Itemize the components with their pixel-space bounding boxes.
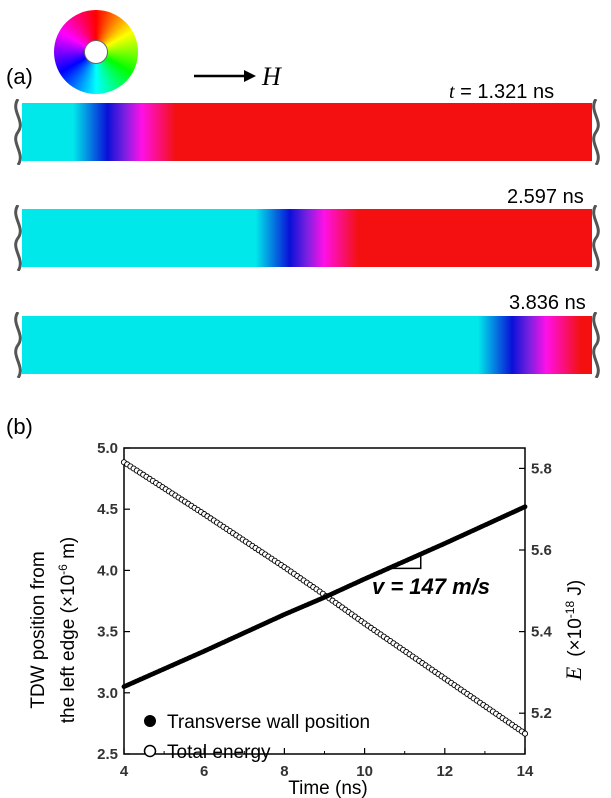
y-tick-label: 4.5 [97,501,118,518]
magnetization-strip-2 [14,205,600,271]
y2-title-exp: -18 [563,601,577,619]
wall-point [522,504,528,510]
y2-tick-label: 5.4 [531,624,553,641]
y-title-line1: TDW position from [28,551,49,708]
legend-marker-energy [143,744,157,758]
y-tick-label: 5.0 [97,440,118,457]
x-tick-label: 4 [120,763,129,780]
snapshot-time-value: = 1.321 ns [460,81,555,103]
x-axis-ticks: 4 6 8 10 12 14 [120,748,534,780]
right-y-axis-title: E (×10-18 J) [561,580,586,681]
x-tick-label: 12 [436,763,453,780]
x-tick-label: 8 [280,763,288,780]
y2-tick-label: 5.2 [531,705,552,722]
svg-text:E(×10-18 J): E (×10-18 J) [561,580,586,681]
energy-point [521,730,529,737]
legend-label-energy: Total energy [167,742,271,763]
x-axis-title: Time (ns) [288,778,368,798]
y2-title-symbol: E [561,666,586,681]
legend: Transverse wall position Total energy [143,712,370,763]
left-break-icon [14,312,22,378]
y2-tick-label: 5.8 [531,460,552,477]
right-break-icon [592,99,600,165]
y-title-line2: the left edge (×10 [58,575,79,723]
time-symbol: t [449,81,455,103]
y-tick-label: 3.0 [97,685,118,702]
field-arrow-icon [194,68,258,84]
snapshot-time-1: t = 1.321 ns [449,81,554,104]
y2-title-unit: J) [565,580,586,601]
right-break-icon [592,205,600,271]
y2-title-scale: (×10 [565,618,586,657]
strip-gradient [22,316,592,374]
strip-gradient [22,103,592,161]
magnetization-strip-1 [14,99,600,165]
panel-b-label: (b) [6,414,33,439]
panel-a-label: (a) [6,64,33,89]
y-tick-label: 3.5 [97,624,118,641]
legend-label-wall: Transverse wall position [167,712,370,733]
y-title-unit: m) [58,537,79,564]
left-break-icon [14,99,22,165]
energy-position-chart: TDW position from the left edge (×10-6 m… [28,440,586,798]
x-tick-label: 14 [517,763,534,780]
plot-frame [123,447,526,755]
velocity-annotation: v = 147 m/s [372,574,490,599]
strip-gradient [22,209,592,267]
snapshot-time-3: 3.836 ns [509,292,586,314]
left-y-axis-title-2: the left edge (×10-6 m) [56,537,79,724]
magnetization-strip-3 [14,312,600,378]
y-axis-ticks: 2.5 3.0 3.5 4.0 4.5 5.0 [97,440,130,763]
slope-triangle [388,554,422,570]
field-h-label: H [262,62,281,91]
left-break-icon [14,205,22,271]
y-tick-label: 4.0 [97,562,118,579]
x-tick-label: 10 [356,763,373,780]
y2-tick-label: 5.6 [531,542,552,559]
y2-axis-ticks: 5.2 5.4 5.6 5.8 [519,460,553,722]
plot-border [123,447,526,755]
legend-marker-wall [144,715,156,727]
y-title-exp: -6 [56,564,70,575]
svg-text:the left edge (×10-6 m): the left edge (×10-6 m) [56,537,79,724]
x-tick-label: 6 [200,763,208,780]
left-y-axis-title: TDW position from [28,551,49,708]
right-break-icon [592,312,600,378]
snapshot-time-2: 2.597 ns [507,186,584,208]
y-tick-label: 2.5 [97,746,118,763]
hsv-color-wheel-icon [54,10,138,94]
